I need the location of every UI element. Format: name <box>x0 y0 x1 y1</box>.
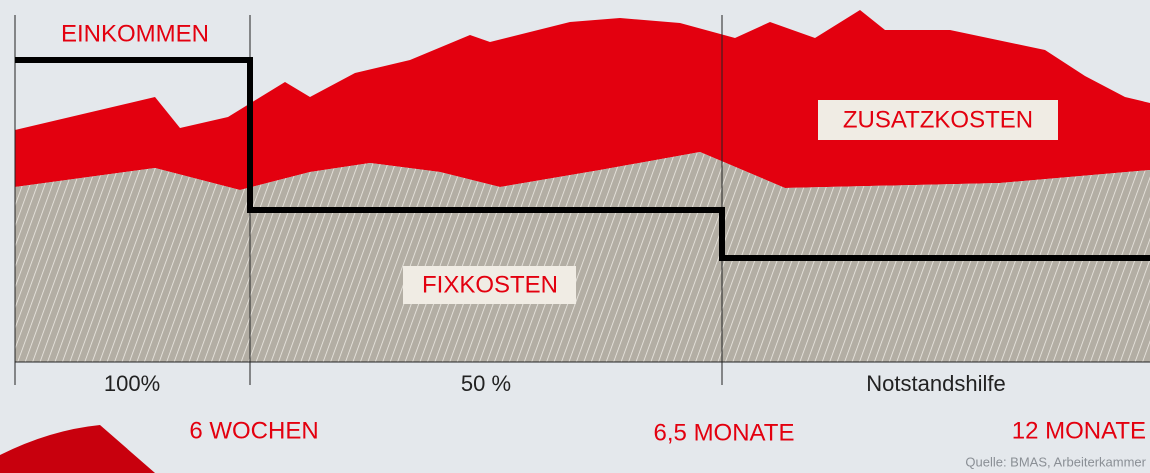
phase-label: Notstandshilfe <box>866 371 1005 396</box>
fixed-costs-label: FIXKOSTEN <box>422 271 558 298</box>
milestone-label: 6 WOCHEN <box>189 417 318 444</box>
source: Quelle: BMAS, Arbeiterkammer <box>965 454 1146 469</box>
milestone-label: 6,5 MONATE <box>654 419 795 446</box>
extra-costs-label: ZUSATZKOSTEN <box>843 106 1033 133</box>
phase-label: 100% <box>104 371 160 396</box>
milestone-label: 12 MONATE <box>1012 417 1146 444</box>
infographic: EINKOMMEN ZUSATZKOSTEN FIXKOSTEN 100% 50… <box>0 0 1150 473</box>
income-label: EINKOMMEN <box>61 20 209 47</box>
phase-label: 50 % <box>461 371 511 396</box>
